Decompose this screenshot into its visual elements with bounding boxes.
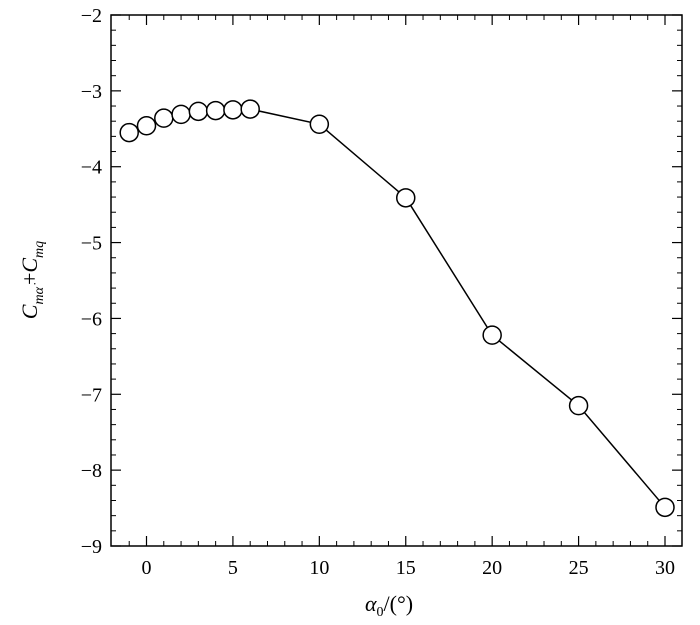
data-point xyxy=(223,100,243,120)
data-point xyxy=(655,497,675,518)
data-point xyxy=(482,325,502,345)
data-point xyxy=(154,108,174,128)
minor-ticks xyxy=(111,15,682,546)
x-tick-label: 15 xyxy=(396,557,416,579)
y-axis-title: Cmα̇+Cmq xyxy=(17,241,47,319)
x-tick-label: 0 xyxy=(142,557,152,579)
y-tick-label: −7 xyxy=(81,384,102,406)
y-tick-labels: −9 −8 −7 −6 −5 −4 −3 −2 xyxy=(81,5,102,558)
data-point xyxy=(171,104,191,125)
data-point xyxy=(136,116,157,136)
x-axis-title: α0/(°) xyxy=(365,591,413,620)
y-axis-term1: C xyxy=(17,304,42,319)
data-point xyxy=(205,100,226,121)
x-tick-label: 5 xyxy=(228,557,238,579)
data-markers xyxy=(119,99,675,518)
y-tick-label: −5 xyxy=(81,233,102,255)
y-axis-term2-sub: mq xyxy=(32,241,47,258)
y-axis-term2: C xyxy=(17,258,42,273)
data-point xyxy=(188,101,209,122)
major-ticks xyxy=(111,14,682,547)
series-line xyxy=(128,108,666,508)
data-point xyxy=(568,395,589,416)
y-tick-label: −2 xyxy=(81,5,102,27)
y-tick-label: −3 xyxy=(81,81,102,103)
data-point xyxy=(119,122,139,143)
x-tick-labels: 0 5 10 15 20 25 30 xyxy=(142,557,676,579)
x-tick-label: 30 xyxy=(655,557,675,579)
y-axis-term1-sub: mα̇ xyxy=(32,283,47,304)
y-tick-label: −4 xyxy=(81,157,102,179)
plot-frame xyxy=(110,14,683,547)
x-axis-unit: /(°) xyxy=(384,591,414,616)
data-point xyxy=(396,188,416,208)
x-tick-label: 25 xyxy=(569,557,589,579)
x-axis-symbol: α xyxy=(365,591,377,616)
y-tick-label: −8 xyxy=(81,460,102,482)
x-tick-label: 20 xyxy=(482,557,502,579)
x-axis-subscript: 0 xyxy=(377,605,384,620)
y-tick-label: −9 xyxy=(81,536,102,558)
data-point xyxy=(309,114,330,134)
x-tick-label: 10 xyxy=(309,557,329,579)
data-point xyxy=(240,99,260,119)
y-axis-plus: + xyxy=(17,273,42,285)
y-tick-label: −6 xyxy=(81,308,102,330)
